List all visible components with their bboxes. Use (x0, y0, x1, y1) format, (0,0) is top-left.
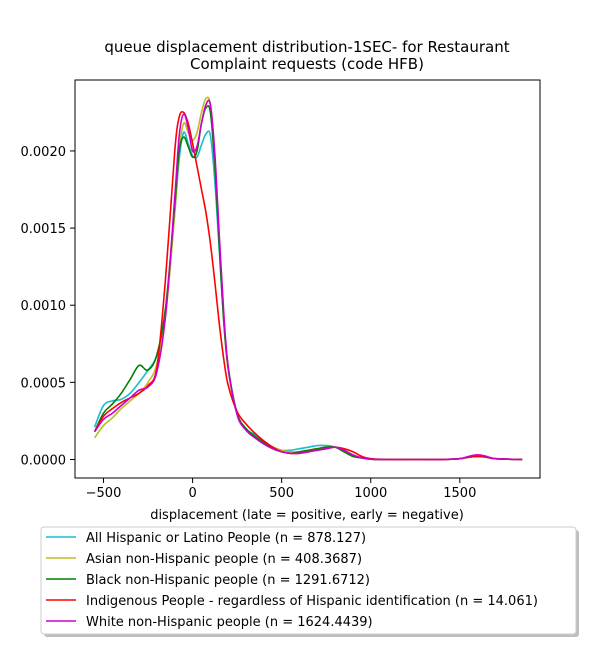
x-tick-label: 1000 (354, 486, 387, 501)
x-axis: −500 0 500 1000 1500 (86, 478, 476, 501)
y-tick-label: 0.0015 (21, 222, 67, 237)
series-line-black-non-hispanic-people-n-1291-6712 (93, 104, 523, 461)
y-tick-label: 0.0010 (21, 299, 67, 314)
legend-label: Black non-Hispanic people (n = 1291.6712… (86, 573, 370, 588)
series-line-asian-non-hispanic-people-n-408-3687 (93, 96, 523, 461)
chart-title-line-2: Complaint requests (code HFB) (190, 55, 424, 73)
y-tick-label: 0.0020 (21, 145, 67, 160)
x-tick-label: −500 (86, 486, 122, 501)
plot-frame (74, 79, 541, 479)
legend-label: Asian non-Hispanic people (n = 408.3687) (86, 552, 362, 567)
x-tick-label: 1500 (443, 486, 476, 501)
series-line-all-hispanic-or-latino-people-n-878-127 (93, 130, 523, 461)
legend: All Hispanic or Latino People (n = 878.1… (40, 526, 579, 637)
plot-area (74, 79, 541, 479)
y-axis: 0.0000 0.0005 0.0010 0.0015 0.0020 (21, 145, 75, 468)
legend-label: White non-Hispanic people (n = 1624.4439… (86, 615, 373, 630)
series-layer (93, 96, 523, 461)
x-tick-label: 0 (188, 486, 196, 501)
x-tick-label: 500 (269, 486, 294, 501)
legend-label: Indigenous People - regardless of Hispan… (86, 594, 538, 609)
x-axis-label: displacement (late = positive, early = n… (150, 508, 464, 523)
series-line-indigenous-people-regardless-of-hispanic (93, 110, 523, 461)
y-tick-label: 0.0005 (21, 376, 67, 391)
legend-box (40, 526, 577, 635)
chart-title-line-1: queue displacement distribution-1SEC- fo… (104, 38, 509, 56)
legend-label: All Hispanic or Latino People (n = 878.1… (86, 531, 366, 546)
y-tick-label: 0.0000 (21, 453, 67, 468)
chart-title: queue displacement distribution-1SEC- fo… (104, 38, 509, 73)
series-line-white-non-hispanic-people-n-1624-4439 (93, 99, 523, 461)
legend-entries: All Hispanic or Latino People (n = 878.1… (46, 531, 538, 630)
